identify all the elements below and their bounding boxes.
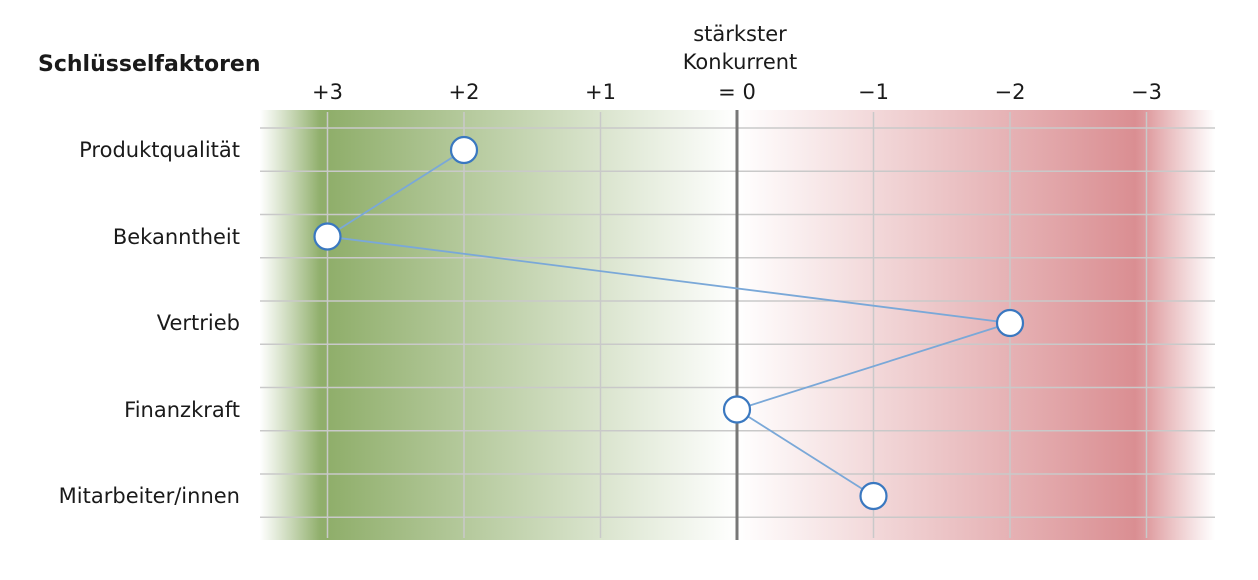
- x-tick-label: −3: [1131, 80, 1162, 104]
- reference-label-line1: stärkster: [693, 22, 787, 46]
- reference-label: stärkster Konkurrent: [640, 20, 840, 76]
- data-point: [995, 308, 1025, 338]
- reference-label-line2: Konkurrent: [682, 50, 798, 74]
- plot-fade-right: [1135, 110, 1215, 540]
- plot-fade-left: [260, 110, 320, 540]
- category-label: Finanzkraft: [124, 397, 240, 422]
- data-point: [859, 481, 888, 511]
- points-layer: [313, 135, 1025, 511]
- row-axis-title: Schlüsselfaktoren: [38, 52, 261, 77]
- category-label: Bekanntheit: [112, 224, 240, 249]
- data-point: [449, 135, 479, 165]
- x-tick-label: −2: [994, 80, 1026, 104]
- x-tick-label: +1: [585, 80, 616, 104]
- x-tick-label: = 0: [718, 80, 756, 104]
- x-tick-label: +3: [312, 80, 343, 104]
- x-tick-label: −1: [858, 80, 889, 104]
- data-point: [722, 395, 752, 424]
- x-tick-label: +2: [448, 80, 480, 104]
- category-label: Vertrieb: [156, 311, 240, 335]
- data-point: [313, 222, 342, 251]
- category-label: Mitarbeiter/innen: [58, 484, 240, 508]
- category-label: Produktqualität: [79, 138, 240, 162]
